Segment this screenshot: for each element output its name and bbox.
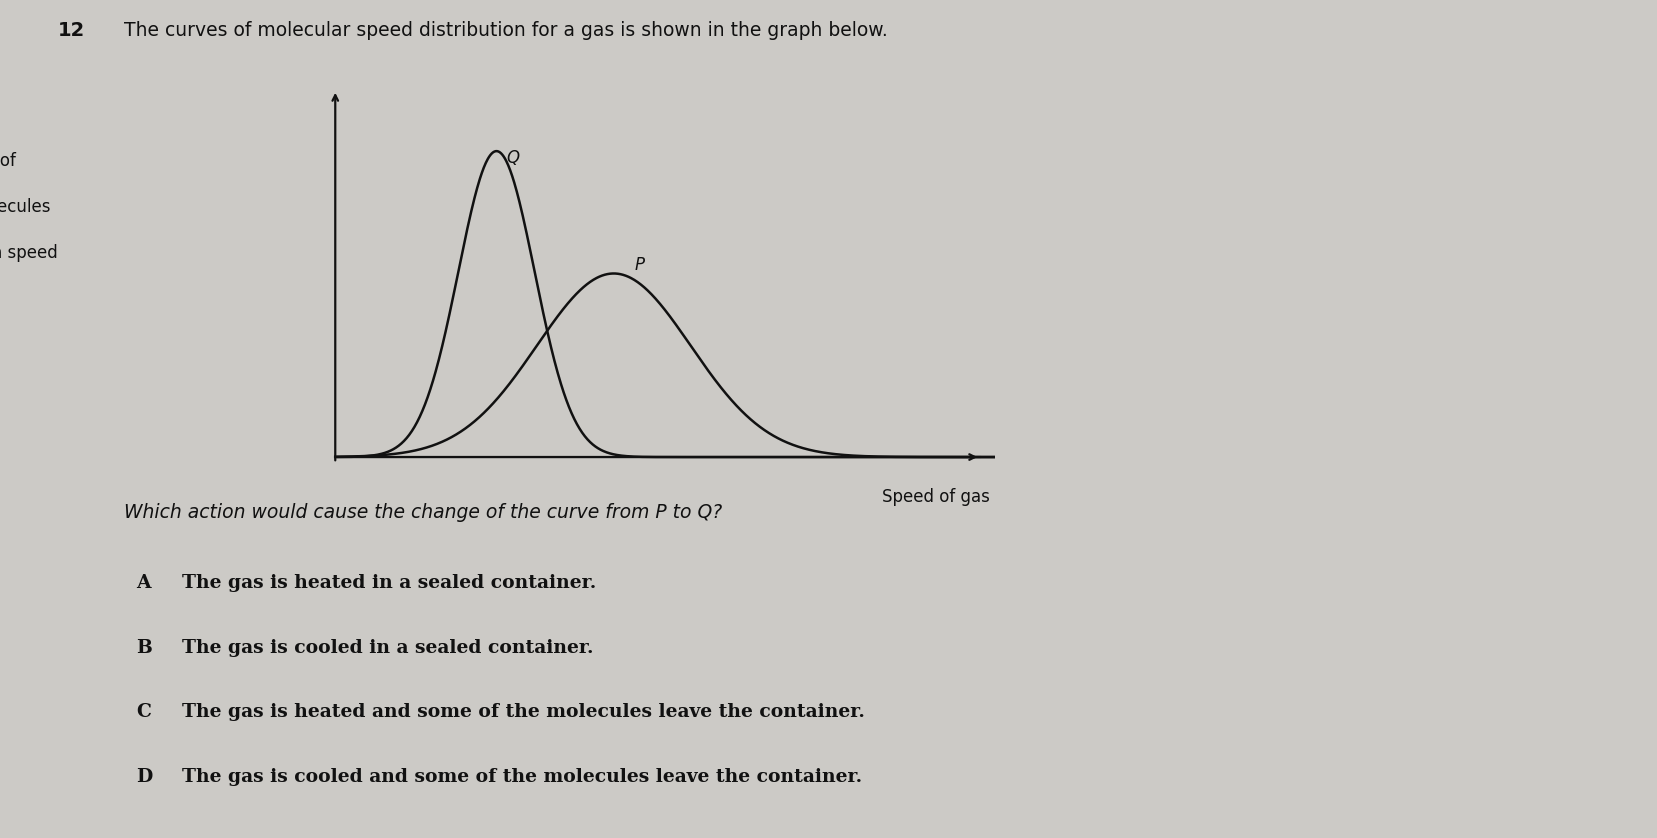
Text: 12: 12 bbox=[58, 21, 85, 40]
Text: B: B bbox=[136, 639, 151, 656]
Text: D: D bbox=[136, 768, 152, 785]
Text: The gas is cooled in a sealed container.: The gas is cooled in a sealed container. bbox=[182, 639, 593, 656]
Text: The gas is cooled and some of the molecules leave the container.: The gas is cooled and some of the molecu… bbox=[182, 768, 862, 785]
Text: The gas is heated and some of the molecules leave the container.: The gas is heated and some of the molecu… bbox=[182, 703, 865, 721]
Text: molecules: molecules bbox=[0, 198, 51, 216]
Text: The curves of molecular speed distribution for a gas is shown in the graph below: The curves of molecular speed distributi… bbox=[124, 21, 888, 40]
Text: with speed: with speed bbox=[0, 245, 58, 262]
Text: P: P bbox=[635, 256, 645, 274]
Text: A: A bbox=[136, 574, 151, 592]
Text: No. of: No. of bbox=[0, 152, 15, 170]
Text: Q: Q bbox=[507, 149, 520, 168]
Text: Which action would cause the change of the curve from P to Q?: Which action would cause the change of t… bbox=[124, 503, 722, 522]
Text: C: C bbox=[136, 703, 151, 721]
Text: Speed of gas: Speed of gas bbox=[882, 488, 989, 505]
Text: The gas is heated in a sealed container.: The gas is heated in a sealed container. bbox=[182, 574, 597, 592]
